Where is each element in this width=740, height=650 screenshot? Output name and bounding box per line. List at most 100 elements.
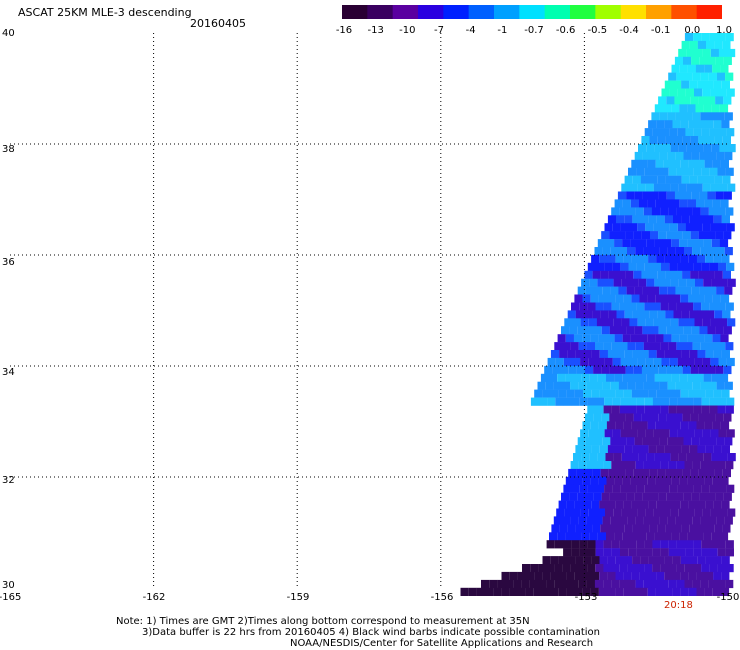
swath-cell bbox=[677, 357, 686, 367]
swath-cell bbox=[642, 151, 651, 161]
swath-cell bbox=[727, 318, 736, 327]
swath-cell bbox=[631, 587, 640, 596]
swath-cell bbox=[686, 318, 695, 327]
swath-cell bbox=[685, 484, 694, 493]
swath-cell bbox=[699, 437, 708, 446]
swath-cell bbox=[662, 183, 671, 192]
swath-cell bbox=[493, 587, 502, 596]
swath-cell bbox=[671, 64, 680, 73]
swath-cell bbox=[701, 564, 710, 573]
swath-cell bbox=[644, 167, 653, 176]
swath-cell bbox=[553, 381, 562, 390]
swath-cell bbox=[686, 453, 696, 462]
swath-cell bbox=[707, 437, 717, 446]
swath-cell bbox=[623, 500, 632, 509]
swath-cell bbox=[695, 239, 704, 248]
swath-cell bbox=[708, 247, 717, 256]
swath-cell bbox=[717, 72, 726, 81]
swath-cell bbox=[677, 484, 686, 493]
swath-cell bbox=[586, 461, 595, 470]
swath-cell bbox=[653, 223, 662, 232]
swath-cell bbox=[689, 350, 698, 359]
swath-cell bbox=[726, 357, 735, 367]
swath-cell bbox=[575, 310, 584, 319]
swath-cell bbox=[618, 381, 628, 390]
swath-cell bbox=[645, 318, 654, 327]
swath-cell bbox=[572, 508, 581, 517]
swath-cell bbox=[635, 247, 644, 256]
swath-cell bbox=[671, 532, 680, 541]
swath-cell bbox=[564, 318, 573, 327]
swath-cell bbox=[723, 413, 732, 422]
swath-cell bbox=[709, 262, 718, 271]
swath-cell bbox=[552, 365, 561, 375]
swath-cell bbox=[673, 136, 683, 145]
swath-cell bbox=[688, 389, 697, 398]
swath-cell bbox=[713, 556, 722, 565]
swath-cell bbox=[622, 373, 631, 382]
swath-cell bbox=[580, 508, 589, 517]
swath-cell bbox=[712, 159, 721, 168]
swath-cell bbox=[692, 579, 701, 589]
swath-cell bbox=[579, 302, 588, 311]
swath-cell bbox=[720, 334, 729, 343]
swath-cell bbox=[696, 571, 705, 581]
swath-cell bbox=[671, 239, 680, 248]
swath-cell bbox=[604, 223, 613, 232]
swath-cell bbox=[595, 564, 604, 573]
swath-cell bbox=[576, 365, 585, 375]
swath-cell bbox=[616, 445, 625, 454]
swath-cell bbox=[607, 500, 616, 509]
swath-cell bbox=[618, 326, 627, 335]
swath-cell bbox=[550, 389, 559, 398]
swath-cell bbox=[632, 350, 641, 359]
swath-cell bbox=[600, 270, 609, 279]
swath-cell bbox=[701, 397, 710, 406]
swath-cell bbox=[611, 342, 620, 351]
swath-cell bbox=[684, 516, 693, 525]
swath-cell bbox=[727, 278, 736, 287]
swath-cell bbox=[725, 579, 734, 589]
swath-cell bbox=[670, 318, 679, 327]
swath-cell bbox=[696, 294, 705, 303]
swath-cell bbox=[696, 421, 705, 430]
swath-cell bbox=[715, 413, 724, 422]
swath-cell bbox=[652, 548, 661, 557]
swath-cell bbox=[595, 461, 604, 470]
colorbar-label: -7 bbox=[434, 25, 444, 36]
swath-cell bbox=[704, 334, 713, 343]
swath-cell bbox=[692, 381, 701, 390]
x-tick-165: -165 bbox=[0, 592, 22, 603]
swath-cell bbox=[638, 278, 647, 287]
swath-cell bbox=[712, 294, 721, 303]
swath-cell bbox=[723, 231, 732, 240]
swath-cell bbox=[600, 524, 609, 533]
swath-cell bbox=[685, 357, 695, 367]
swath-cell bbox=[681, 350, 690, 359]
swath-cell bbox=[585, 286, 595, 295]
swath-cell bbox=[550, 587, 559, 596]
swath-cell bbox=[633, 270, 642, 279]
swath-cell bbox=[559, 524, 568, 533]
swath-cell bbox=[619, 564, 628, 573]
swath-cell bbox=[667, 151, 676, 161]
swath-cell bbox=[721, 254, 730, 264]
swath-cell bbox=[589, 532, 598, 541]
swath-cell bbox=[717, 167, 726, 176]
swath-cell bbox=[700, 112, 709, 121]
x-tick-156: -156 bbox=[430, 592, 454, 603]
swath-cell bbox=[609, 413, 618, 422]
swath-cell bbox=[642, 191, 651, 200]
swath-cell bbox=[684, 381, 693, 390]
swath-cell bbox=[574, 571, 583, 581]
swath-cell bbox=[718, 262, 727, 271]
swath-cell bbox=[694, 183, 703, 192]
swath-cell bbox=[697, 215, 706, 224]
swath-cell bbox=[656, 389, 665, 398]
swath-cell bbox=[707, 151, 717, 161]
swath-cell bbox=[693, 548, 702, 557]
swath-cell bbox=[706, 310, 715, 319]
swath-cell bbox=[565, 373, 574, 382]
swath-cell bbox=[694, 88, 703, 97]
swath-cell bbox=[620, 262, 629, 271]
